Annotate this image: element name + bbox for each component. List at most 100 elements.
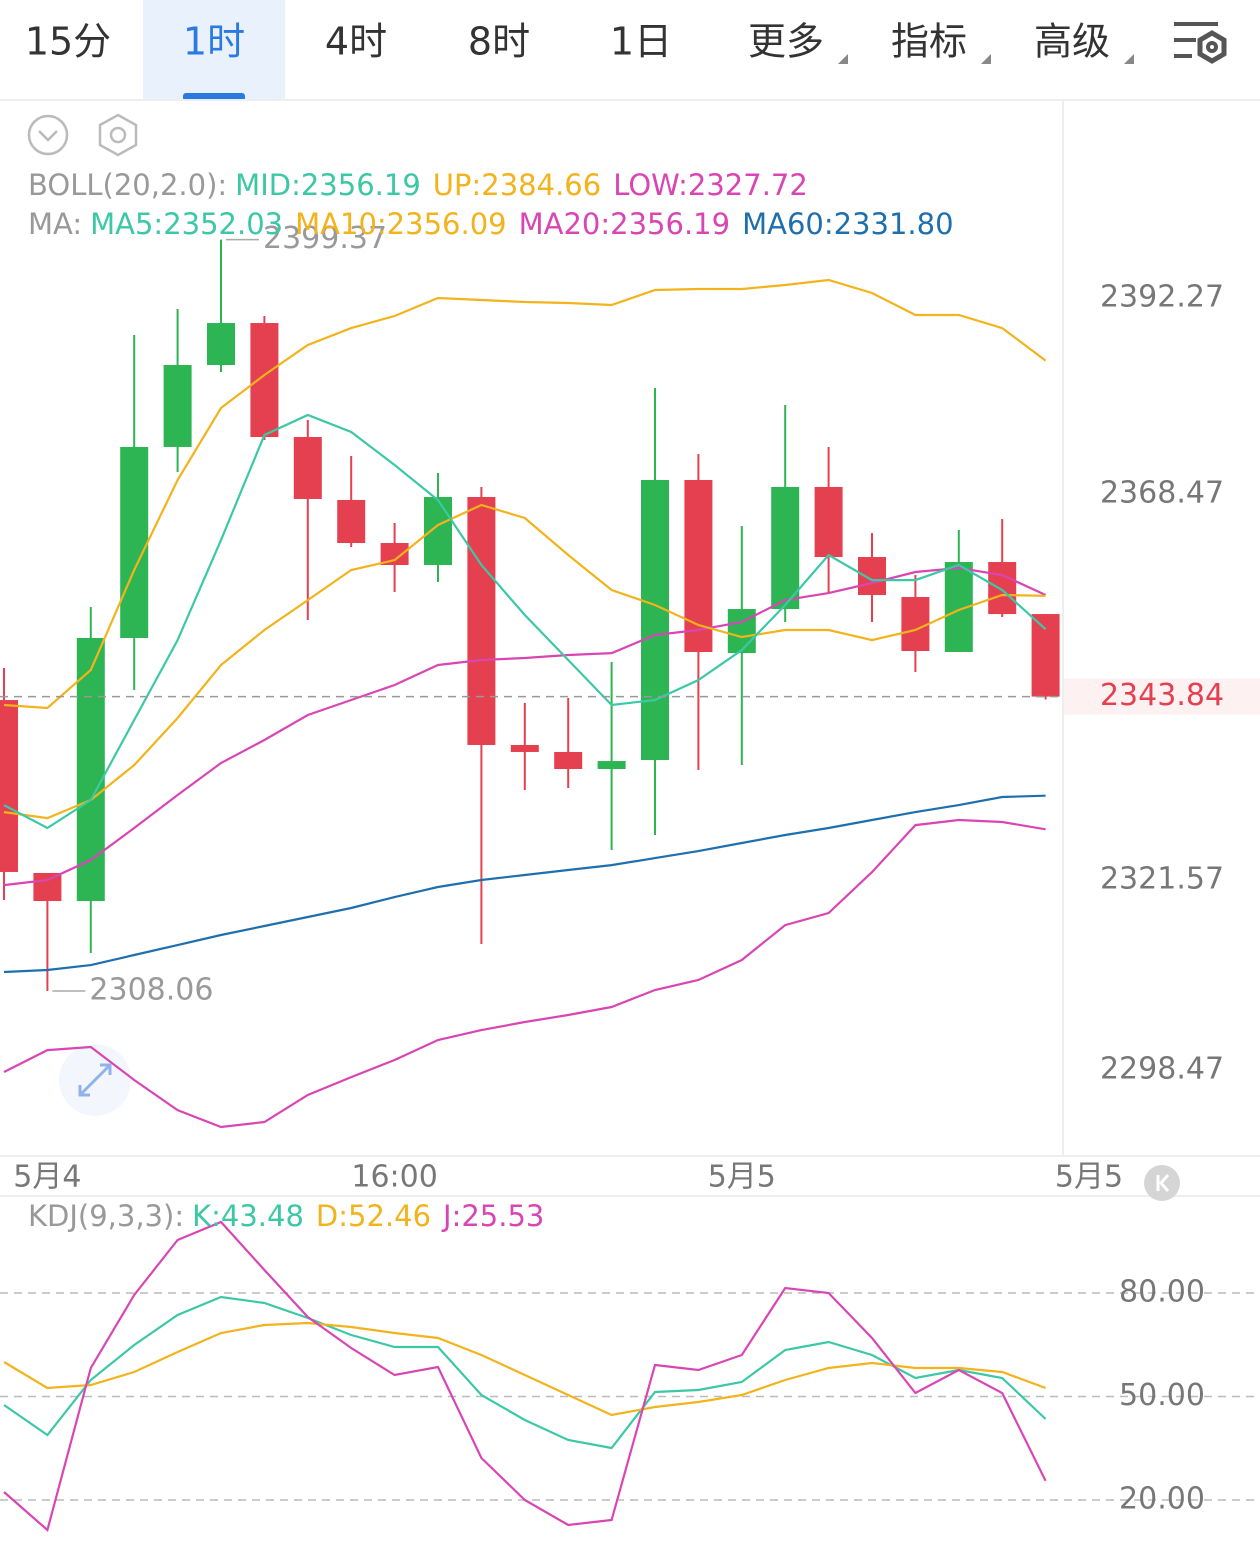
legend-item: MA20:2356.19 — [519, 207, 730, 241]
tab[interactable]: 指标 — [891, 20, 991, 65]
candle-body — [467, 497, 496, 745]
indicator-line — [3, 566, 1047, 887]
y-tick-label: 2392.27 — [1100, 280, 1224, 315]
candle-body — [76, 637, 105, 902]
low-label: 2308.06 — [89, 973, 213, 1008]
candle-body — [988, 562, 1017, 615]
dropdown-caret — [838, 54, 848, 64]
settings-icon[interactable] — [1174, 22, 1227, 64]
candle-body — [163, 365, 192, 447]
legend-item: K:43.48 — [192, 1199, 304, 1233]
tab-label: 8时 — [468, 20, 530, 64]
high-label: 2399.37 — [263, 221, 387, 256]
tab-bar: 15分 1时 4时 8时 1日 更多 指标 高级 — [25, 0, 1134, 101]
y-tick-label: 2368.47 — [1100, 475, 1224, 510]
x-tick-label: 5月5 — [708, 1160, 776, 1195]
last-price-bg — [1064, 678, 1260, 715]
candle-body — [250, 323, 279, 438]
legend-item: UP:2384.66 — [433, 168, 601, 202]
y-tick-label: 50.00 — [1119, 1378, 1205, 1413]
icon-circle — [27, 114, 69, 156]
legend-item: MA10:2356.09 — [295, 207, 506, 241]
candle-body — [684, 479, 713, 652]
y-tick-label: 80.00 — [1119, 1275, 1205, 1310]
collapse-icon[interactable] — [27, 114, 69, 156]
legend-item: MA60:2331.80 — [742, 207, 953, 241]
kdj-chart: 80.00 50.00 20.00 KDJ(9,3,3): K:43.48 D:52.46… — [0, 1199, 1260, 1532]
x-tick-label: 5月5 — [1055, 1160, 1123, 1195]
candle-body — [727, 609, 756, 654]
icon-chevron — [38, 130, 58, 142]
scroll-end-button[interactable] — [1144, 1165, 1180, 1201]
indicator-line — [3, 1295, 1047, 1450]
candle-body — [337, 499, 366, 544]
indicator-line — [3, 278, 1047, 710]
icon-dot — [109, 126, 127, 144]
candle-body — [554, 751, 583, 770]
candle-body — [771, 486, 800, 610]
legend-item: MA5:2352.03 — [90, 207, 283, 241]
tab-label: 指标 — [891, 20, 967, 64]
main-chart: 2392.27 2368.47 2321.57 2298.47 5月4 16:00 5月5 5… — [0, 168, 1260, 1195]
tab[interactable]: 4时 — [325, 20, 387, 64]
indicator-line — [3, 794, 1046, 974]
tab-highlight — [143, 0, 285, 100]
expand-icon[interactable] — [59, 1044, 131, 1116]
tab[interactable]: 1时 — [143, 0, 285, 101]
icon-hex — [1197, 30, 1227, 64]
indicator-line — [3, 503, 1046, 820]
candle-body — [814, 486, 843, 558]
legend-label: MA: — [28, 207, 82, 241]
legend-label: BOLL(20,2.0): — [28, 168, 227, 202]
candle-body — [33, 872, 62, 902]
legend-item: D:52.46 — [316, 1199, 431, 1233]
x-tick-label: 5月4 — [13, 1160, 81, 1195]
indicator-line — [3, 1220, 1047, 1532]
icon-arrow — [100, 1063, 112, 1075]
tab[interactable]: 8时 — [468, 20, 530, 64]
legend-item: J:25.53 — [441, 1199, 544, 1233]
candle-body — [1031, 614, 1060, 697]
candle-body — [380, 543, 409, 565]
dropdown-caret — [1124, 54, 1134, 64]
icon-dot — [1206, 41, 1218, 53]
indicator-line — [3, 1321, 1046, 1417]
indicator-settings-icon[interactable] — [98, 113, 138, 157]
candle-body — [641, 479, 669, 761]
candle-body — [207, 323, 235, 366]
x-tick-label: 16:00 — [351, 1160, 437, 1195]
candle-body — [424, 497, 452, 565]
icon-line — [78, 1063, 112, 1097]
tab-label: 4时 — [325, 20, 387, 64]
legend-item: MID:2356.19 — [235, 168, 421, 202]
candle-body — [0, 700, 18, 872]
candle-body — [901, 597, 930, 651]
candle-body — [858, 557, 886, 596]
icon-arrow — [78, 1085, 90, 1097]
tab[interactable]: 更多 — [748, 20, 848, 65]
candle-body — [510, 744, 539, 752]
y-tick-label: 2321.57 — [1100, 861, 1224, 896]
candle-body — [293, 437, 322, 499]
tab-label: 15分 — [25, 20, 111, 64]
tab[interactable]: 15分 — [25, 20, 111, 64]
candle-body — [597, 761, 626, 770]
last-price-label: 2343.84 — [1100, 678, 1224, 713]
legend-item: LOW:2327.72 — [613, 168, 808, 202]
candle-body — [120, 446, 149, 638]
indicator-line — [3, 413, 1047, 830]
tab[interactable]: 1日 — [610, 20, 672, 64]
tab[interactable]: 高级 — [1034, 20, 1134, 65]
tab-label: 更多 — [748, 20, 824, 64]
y-tick-label: 20.00 — [1119, 1482, 1205, 1517]
dropdown-caret — [981, 54, 991, 64]
legend-label: KDJ(9,3,3): — [28, 1199, 184, 1233]
icon-arrow — [1159, 1174, 1170, 1192]
y-tick-label: 2298.47 — [1100, 1051, 1224, 1086]
tab-label: 1时 — [183, 20, 245, 64]
icon-hex — [98, 113, 138, 157]
indicator-line — [3, 818, 1046, 1129]
